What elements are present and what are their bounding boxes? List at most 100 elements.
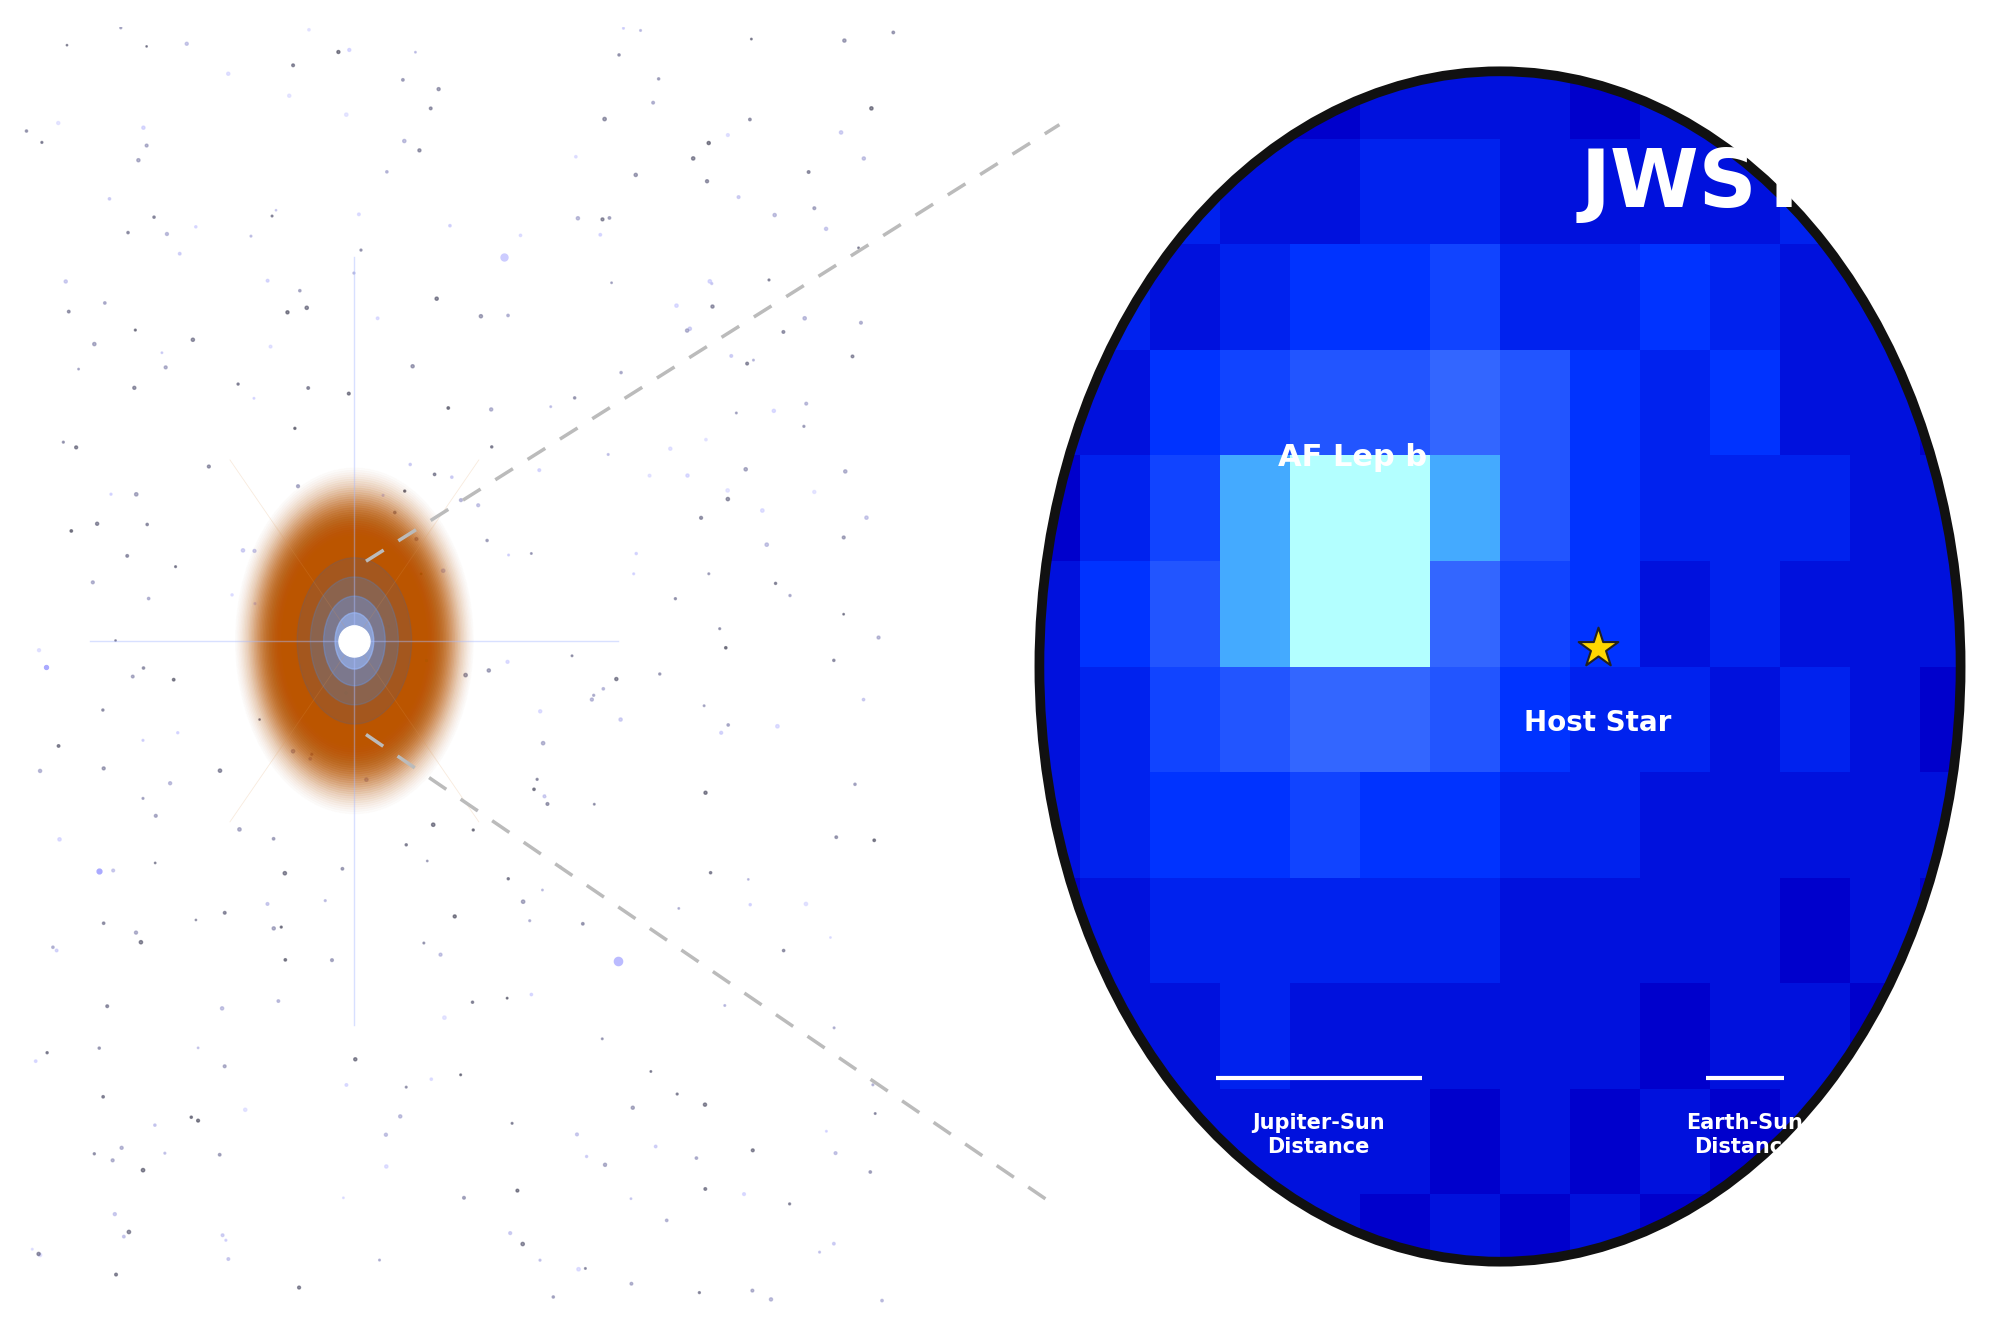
Bar <box>1220 772 1290 877</box>
Bar <box>1150 349 1220 456</box>
Point <box>372 616 404 637</box>
Bar <box>1710 984 1780 1089</box>
Bar <box>1290 139 1360 244</box>
Point <box>350 769 382 790</box>
Point <box>330 1074 362 1096</box>
Point <box>272 301 304 323</box>
Point <box>560 1124 592 1145</box>
Bar <box>1640 1089 1710 1194</box>
Point <box>828 527 860 548</box>
Circle shape <box>268 516 440 765</box>
Point <box>696 273 728 295</box>
Circle shape <box>280 535 428 748</box>
Point <box>88 1086 120 1108</box>
Point <box>108 1226 140 1248</box>
Bar <box>1920 984 1990 1089</box>
Point <box>88 913 120 934</box>
Point <box>842 237 874 259</box>
Point <box>456 992 488 1013</box>
Point <box>428 1006 460 1028</box>
Point <box>254 336 286 357</box>
Bar <box>1710 349 1780 456</box>
Circle shape <box>258 501 450 781</box>
Point <box>828 604 860 625</box>
Point <box>344 240 376 261</box>
Point <box>750 535 782 556</box>
Point <box>690 782 722 804</box>
Bar <box>1360 1089 1430 1194</box>
Circle shape <box>280 532 430 750</box>
Bar <box>1640 33 1710 139</box>
Point <box>50 271 82 292</box>
Point <box>798 481 830 503</box>
Point <box>738 349 770 371</box>
Bar <box>1920 456 1990 561</box>
Bar <box>1430 1089 1500 1194</box>
Bar <box>1360 33 1430 139</box>
Bar <box>1920 561 1990 666</box>
Point <box>732 353 764 375</box>
Circle shape <box>294 555 414 728</box>
Point <box>322 41 354 63</box>
Point <box>284 1277 316 1298</box>
Point <box>132 513 164 535</box>
Text: Jupiter-Sun
Distance: Jupiter-Sun Distance <box>1252 1113 1386 1157</box>
Point <box>1582 637 1614 659</box>
Point <box>578 685 610 706</box>
Point <box>818 649 850 670</box>
Bar <box>1570 244 1640 349</box>
Bar <box>1010 877 1080 984</box>
Point <box>662 897 694 918</box>
Bar <box>1360 244 1430 349</box>
Point <box>604 709 636 730</box>
Bar <box>1780 244 1850 349</box>
Point <box>528 733 560 754</box>
Point <box>576 689 608 710</box>
Bar <box>1010 33 1080 139</box>
Point <box>586 1028 618 1049</box>
Point <box>606 363 638 384</box>
Point <box>406 563 438 584</box>
Point <box>712 488 744 509</box>
Point <box>492 305 524 327</box>
Point <box>388 131 420 152</box>
Bar <box>1780 1194 1850 1300</box>
Point <box>96 1149 128 1170</box>
Point <box>176 329 208 351</box>
Point <box>602 950 634 972</box>
Bar <box>1220 561 1290 666</box>
Point <box>464 305 496 327</box>
Point <box>734 894 766 916</box>
Bar <box>1920 1089 1990 1194</box>
Point <box>516 543 548 564</box>
Point <box>238 540 270 561</box>
Bar <box>1570 666 1640 772</box>
Bar <box>1850 244 1920 349</box>
Bar <box>1500 877 1570 984</box>
Bar <box>1780 877 1850 984</box>
Bar <box>1010 984 1080 1089</box>
Point <box>614 1188 646 1209</box>
Bar <box>1570 877 1640 984</box>
Point <box>258 828 290 849</box>
Point <box>562 1258 594 1280</box>
Point <box>16 1238 48 1260</box>
Point <box>364 1249 396 1270</box>
Point <box>412 850 444 872</box>
Point <box>878 21 910 43</box>
Point <box>170 33 202 55</box>
Bar <box>1360 561 1430 666</box>
Bar <box>1920 33 1990 139</box>
Bar <box>1150 772 1220 877</box>
Point <box>130 135 162 156</box>
Point <box>754 1289 786 1310</box>
Point <box>160 556 192 577</box>
Bar <box>1500 666 1570 772</box>
Bar <box>1850 1194 1920 1300</box>
Bar <box>1850 33 1920 139</box>
Point <box>268 862 300 884</box>
Point <box>110 169 142 191</box>
Point <box>594 207 626 228</box>
Point <box>256 205 288 227</box>
Circle shape <box>288 545 420 737</box>
